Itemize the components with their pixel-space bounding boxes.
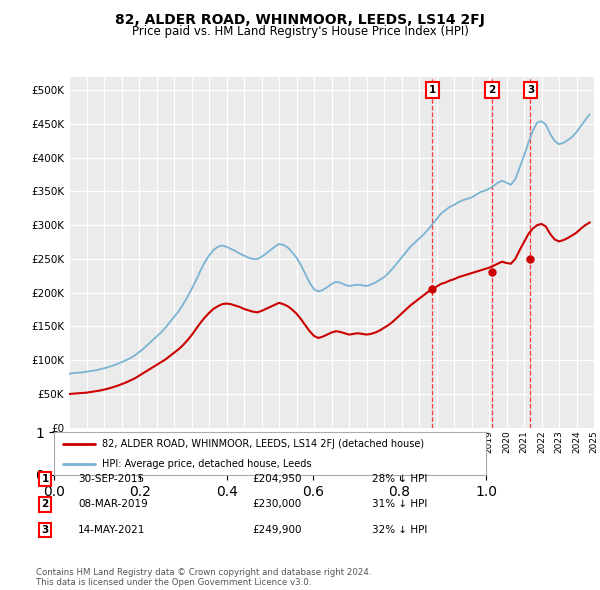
Text: £230,000: £230,000 [252, 500, 301, 509]
Text: 30-SEP-2015: 30-SEP-2015 [78, 474, 144, 484]
Text: HPI: Average price, detached house, Leeds: HPI: Average price, detached house, Leed… [101, 460, 311, 469]
Text: 2: 2 [488, 85, 496, 95]
Text: 3: 3 [41, 525, 49, 535]
Text: £249,900: £249,900 [252, 525, 302, 535]
Text: 14-MAY-2021: 14-MAY-2021 [78, 525, 145, 535]
Text: 32% ↓ HPI: 32% ↓ HPI [372, 525, 427, 535]
Text: 1: 1 [428, 85, 436, 95]
Text: Contains HM Land Registry data © Crown copyright and database right 2024.
This d: Contains HM Land Registry data © Crown c… [36, 568, 371, 587]
Text: 82, ALDER ROAD, WHINMOOR, LEEDS, LS14 2FJ (detached house): 82, ALDER ROAD, WHINMOOR, LEEDS, LS14 2F… [101, 440, 424, 450]
Text: Price paid vs. HM Land Registry's House Price Index (HPI): Price paid vs. HM Land Registry's House … [131, 25, 469, 38]
Text: 08-MAR-2019: 08-MAR-2019 [78, 500, 148, 509]
Text: 82, ALDER ROAD, WHINMOOR, LEEDS, LS14 2FJ: 82, ALDER ROAD, WHINMOOR, LEEDS, LS14 2F… [115, 13, 485, 27]
Text: 3: 3 [527, 85, 534, 95]
Text: 31% ↓ HPI: 31% ↓ HPI [372, 500, 427, 509]
Text: 28% ↓ HPI: 28% ↓ HPI [372, 474, 427, 484]
Text: £204,950: £204,950 [252, 474, 302, 484]
Text: 1: 1 [41, 474, 49, 484]
Text: 2: 2 [41, 500, 49, 509]
